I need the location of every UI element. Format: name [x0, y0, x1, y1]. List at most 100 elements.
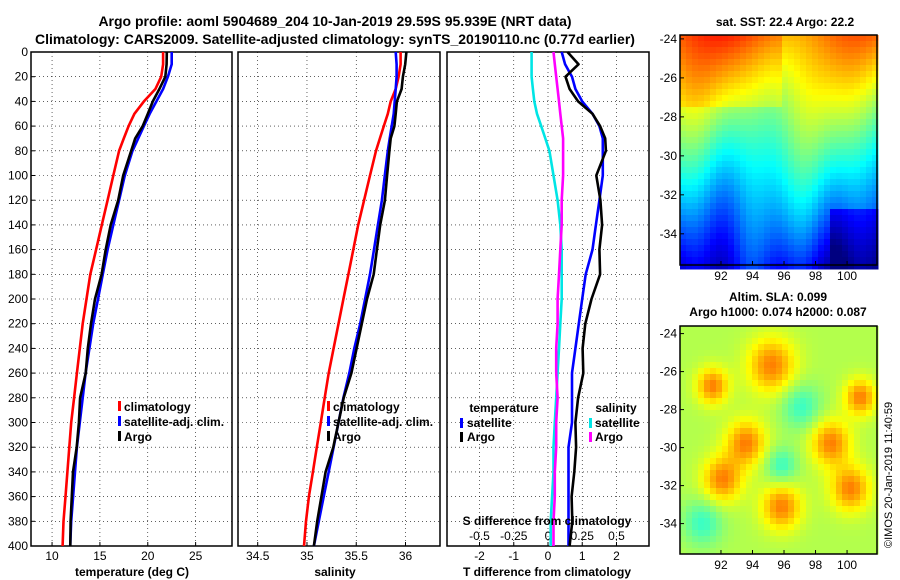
map-cell [812, 203, 819, 210]
series-line-argo [69, 51, 169, 547]
map-cell [830, 470, 837, 477]
map-cell [716, 167, 723, 174]
map-cell [800, 137, 807, 144]
map-cell [794, 536, 801, 543]
map-cell [716, 518, 723, 525]
map-cell [872, 362, 879, 369]
top-x-tick-label: 0.25 [571, 529, 595, 543]
legend-label-argo: Argo [124, 430, 152, 444]
map-cell [854, 89, 861, 96]
map-cell [812, 35, 819, 42]
map-cell [734, 398, 741, 405]
map-cell [722, 392, 729, 399]
map-cell [836, 536, 843, 543]
map-cell [740, 452, 747, 459]
map-cell [830, 350, 837, 357]
map-cell [734, 332, 741, 339]
map-cell [788, 101, 795, 108]
map-cell [782, 227, 789, 234]
map-cell [776, 368, 783, 375]
map-cell [686, 422, 693, 429]
map-cell [728, 131, 735, 138]
map-cell [788, 95, 795, 102]
map-cell [752, 227, 759, 234]
map-cell [752, 518, 759, 525]
map-cell [800, 326, 807, 333]
map-cell [854, 53, 861, 60]
map-cell [752, 464, 759, 471]
map-cell [842, 113, 849, 120]
map-cell [854, 374, 861, 381]
map-cell [698, 173, 705, 180]
map-cell [872, 548, 879, 555]
map-cell [710, 542, 717, 549]
map-cell [752, 422, 759, 429]
map-cell [806, 107, 813, 114]
map-cell [752, 524, 759, 531]
map-cell [734, 374, 741, 381]
map-cell [872, 356, 879, 363]
map-cell [848, 137, 855, 144]
map-cell [716, 125, 723, 132]
map-cell [866, 428, 873, 435]
map-cell [848, 512, 855, 519]
map-cell [698, 263, 705, 270]
map-cell [794, 512, 801, 519]
map-cell [704, 446, 711, 453]
map-cell [698, 398, 705, 405]
map-cell [854, 452, 861, 459]
map-cell [842, 392, 849, 399]
map-cell [686, 59, 693, 66]
map-cell [788, 416, 795, 423]
map-cell [758, 89, 765, 96]
map-cell [734, 326, 741, 333]
temperature-x-label: temperature (deg C) [75, 565, 189, 579]
map-cell [836, 185, 843, 192]
map-cell [680, 392, 687, 399]
map-cell [806, 155, 813, 162]
map-cell [680, 137, 687, 144]
map-cell [746, 506, 753, 513]
map-cell [800, 362, 807, 369]
map-cell [692, 215, 699, 222]
map-cell [734, 77, 741, 84]
map-cell [680, 512, 687, 519]
map-cell [830, 83, 837, 90]
map-cell [812, 530, 819, 537]
map-cell [734, 482, 741, 489]
map-cell [806, 191, 813, 198]
map-cell [734, 404, 741, 411]
map-cell [758, 245, 765, 252]
map-cell [728, 518, 735, 525]
map-cell [824, 257, 831, 264]
map-cell [722, 59, 729, 66]
map-cell [692, 476, 699, 483]
map-cell [866, 101, 873, 108]
map-cell [818, 155, 825, 162]
map-cell [860, 440, 867, 447]
map-cell [740, 209, 747, 216]
map-cell [752, 500, 759, 507]
map-cell [848, 344, 855, 351]
map-cell [686, 35, 693, 42]
map-cell [848, 107, 855, 114]
map-y-tick-label: -32 [660, 188, 678, 202]
map-cell [764, 542, 771, 549]
map-cell [728, 71, 735, 78]
map-cell [776, 221, 783, 228]
map-cell [854, 548, 861, 555]
map-cell [770, 77, 777, 84]
map-cell [872, 506, 879, 513]
map-cell [770, 326, 777, 333]
map-cell [848, 83, 855, 90]
map-cell [722, 512, 729, 519]
map-cell [842, 137, 849, 144]
map-cell [782, 398, 789, 405]
map-cell [800, 155, 807, 162]
map-cell [812, 137, 819, 144]
map-cell [764, 167, 771, 174]
map-cell [740, 338, 747, 345]
map-cell [734, 155, 741, 162]
map-cell [680, 344, 687, 351]
map-cell [716, 494, 723, 501]
